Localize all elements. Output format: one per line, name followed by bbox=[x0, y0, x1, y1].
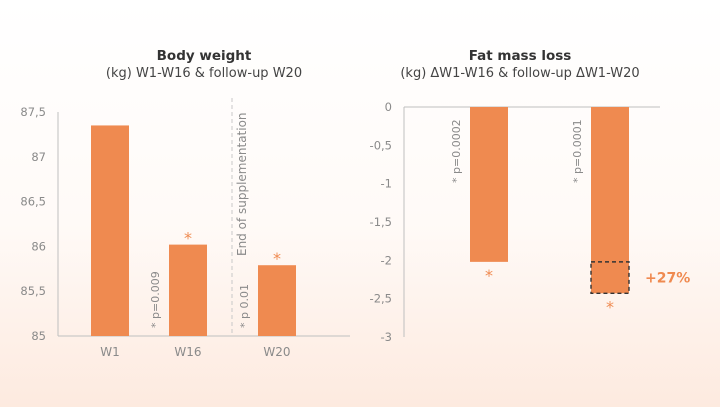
fat-mass-ytick-label: -2 bbox=[381, 253, 392, 267]
fat-mass-ytick-label: -3 bbox=[381, 330, 392, 344]
body-weight-ytick-label: 85 bbox=[31, 329, 46, 343]
body-weight-p-value: * p=0.009 bbox=[149, 271, 162, 328]
fat-mass-ytick-label: -1 bbox=[381, 177, 392, 191]
body-weight-ytick-label: 86 bbox=[31, 239, 46, 253]
body-weight-significance-star: * bbox=[273, 249, 281, 268]
body-weight-xtick-label: W1 bbox=[100, 345, 120, 359]
fat-mass-ytick-label: -2,5 bbox=[370, 292, 392, 306]
body-weight-significance-star: * bbox=[184, 229, 192, 248]
body-weight-xtick-label: W16 bbox=[174, 345, 201, 359]
fat-mass-p-value: * p=0.0002 bbox=[450, 119, 463, 183]
body-weight-ytick-label: 85,5 bbox=[20, 284, 46, 298]
fat-mass-ytick-label: -1,5 bbox=[370, 215, 392, 229]
body-weight-bar bbox=[258, 265, 296, 336]
body-weight-title-text: Body weight bbox=[156, 48, 252, 64]
end-of-supplementation-label: End of supplementation bbox=[235, 112, 249, 256]
fat-mass-title-text: Fat mass loss bbox=[468, 48, 572, 64]
body-weight-ytick-label: 87,5 bbox=[20, 105, 46, 119]
fat-mass-subtitle: (kg) ΔW1-W16 & follow-up ΔW1-W20 bbox=[400, 66, 640, 81]
body-weight-p-value: * p 0.01 bbox=[238, 284, 251, 328]
fat-mass-bar bbox=[591, 107, 629, 294]
body-weight-bar bbox=[91, 125, 129, 336]
fat-mass-p-value: * p=0.0001 bbox=[571, 119, 584, 183]
fat-mass-ytick-label: -0,5 bbox=[370, 138, 392, 152]
fat-mass-significance-star: * bbox=[485, 266, 493, 285]
fat-mass-ytick-label: 0 bbox=[385, 100, 392, 114]
fat-mass-title: Fat mass loss (kg) ΔW1-W16 & follow-up Δ… bbox=[370, 48, 670, 81]
fat-mass-bar bbox=[470, 107, 508, 262]
fat-mass-significance-star: * bbox=[606, 297, 614, 316]
body-weight-subtitle: (kg) W1-W16 & follow-up W20 bbox=[105, 66, 303, 81]
body-weight-ytick-label: 87 bbox=[31, 150, 46, 164]
body-weight-title: Body weight (kg) W1-W16 & follow-up W20 bbox=[54, 48, 354, 81]
body-weight-bar bbox=[169, 244, 207, 336]
body-weight-ytick-label: 86,5 bbox=[20, 195, 46, 209]
body-weight-xtick-label: W20 bbox=[263, 345, 290, 359]
fat-mass-delta-label: +27% bbox=[645, 271, 690, 287]
